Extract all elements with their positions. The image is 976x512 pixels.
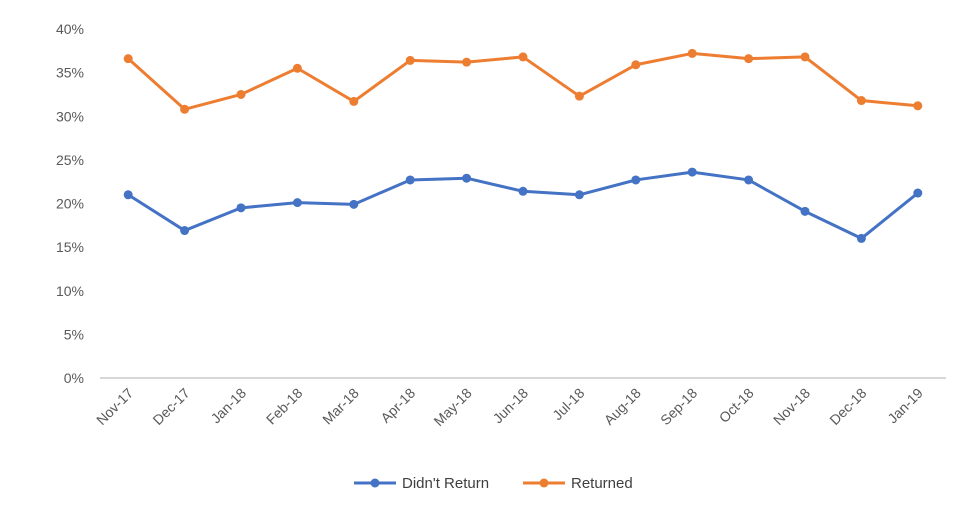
data-point: [574, 190, 584, 200]
y-tick-label: 10%: [56, 283, 84, 299]
data-point: [913, 101, 923, 111]
legend-label: Didn't Return: [402, 475, 489, 492]
y-tick-label: 30%: [56, 108, 84, 124]
y-tick-label: 5%: [64, 326, 84, 342]
x-tick-label: Oct-18: [716, 385, 757, 426]
data-point: [518, 186, 528, 196]
series-layer: [123, 48, 923, 243]
data-point: [180, 104, 190, 114]
x-tick-label: Jul-18: [549, 385, 587, 423]
data-point: [405, 175, 415, 185]
data-point: [123, 190, 133, 200]
data-point: [462, 57, 472, 67]
data-point: [180, 226, 190, 236]
data-point: [405, 55, 415, 65]
series-line-0: [126, 170, 920, 240]
legend-swatch-marker: [539, 478, 549, 488]
x-tick-label: Dec-17: [149, 385, 192, 428]
y-axis: 0% 5% 10% 15% 20% 25% 30% 35% 40%: [56, 21, 84, 386]
x-tick-label: Aug-18: [601, 385, 644, 428]
data-point: [800, 52, 810, 62]
data-point: [744, 54, 754, 64]
x-tick-label: Jan-19: [884, 385, 926, 427]
data-point: [236, 203, 246, 213]
x-tick-label: Nov-18: [770, 385, 813, 428]
data-point: [349, 199, 359, 209]
x-tick-label: Mar-18: [319, 385, 362, 428]
data-point: [462, 173, 472, 183]
x-tick-label: May-18: [430, 385, 474, 429]
data-point: [292, 198, 302, 208]
data-point: [574, 91, 584, 101]
y-tick-label: 40%: [56, 21, 84, 37]
x-axis: Nov-17 Dec-17 Jan-18 Feb-18 Mar-18 Apr-18 May-…: [93, 377, 946, 429]
data-point: [856, 96, 866, 106]
y-tick-label: 15%: [56, 239, 84, 255]
data-point: [518, 52, 528, 62]
x-tick-label: Jun-18: [490, 385, 532, 427]
y-tick-label: 0%: [64, 370, 84, 386]
data-point: [123, 54, 133, 64]
data-point: [800, 206, 810, 216]
y-tick-label: 25%: [56, 152, 84, 168]
y-tick-label: 20%: [56, 196, 84, 212]
data-point: [913, 188, 923, 198]
data-point: [631, 60, 641, 70]
data-point: [349, 96, 359, 106]
legend-swatch-marker: [370, 478, 380, 488]
data-point: [236, 89, 246, 99]
legend: Didn't Return Returned: [354, 475, 633, 492]
data-point: [856, 233, 866, 243]
data-point: [292, 63, 302, 73]
x-tick-label: Apr-18: [377, 385, 418, 426]
y-tick-label: 35%: [56, 65, 84, 81]
legend-label: Returned: [571, 475, 633, 492]
x-tick-label: Jan-18: [208, 385, 250, 427]
x-tick-label: Feb-18: [263, 385, 306, 428]
data-point: [687, 48, 697, 58]
x-tick-label: Sep-18: [657, 385, 700, 428]
x-tick-label: Nov-17: [93, 385, 136, 428]
series-line-1: [126, 51, 920, 111]
data-point: [744, 175, 754, 185]
data-point: [631, 175, 641, 185]
data-point: [687, 167, 697, 177]
x-tick-label: Dec-18: [826, 385, 869, 428]
